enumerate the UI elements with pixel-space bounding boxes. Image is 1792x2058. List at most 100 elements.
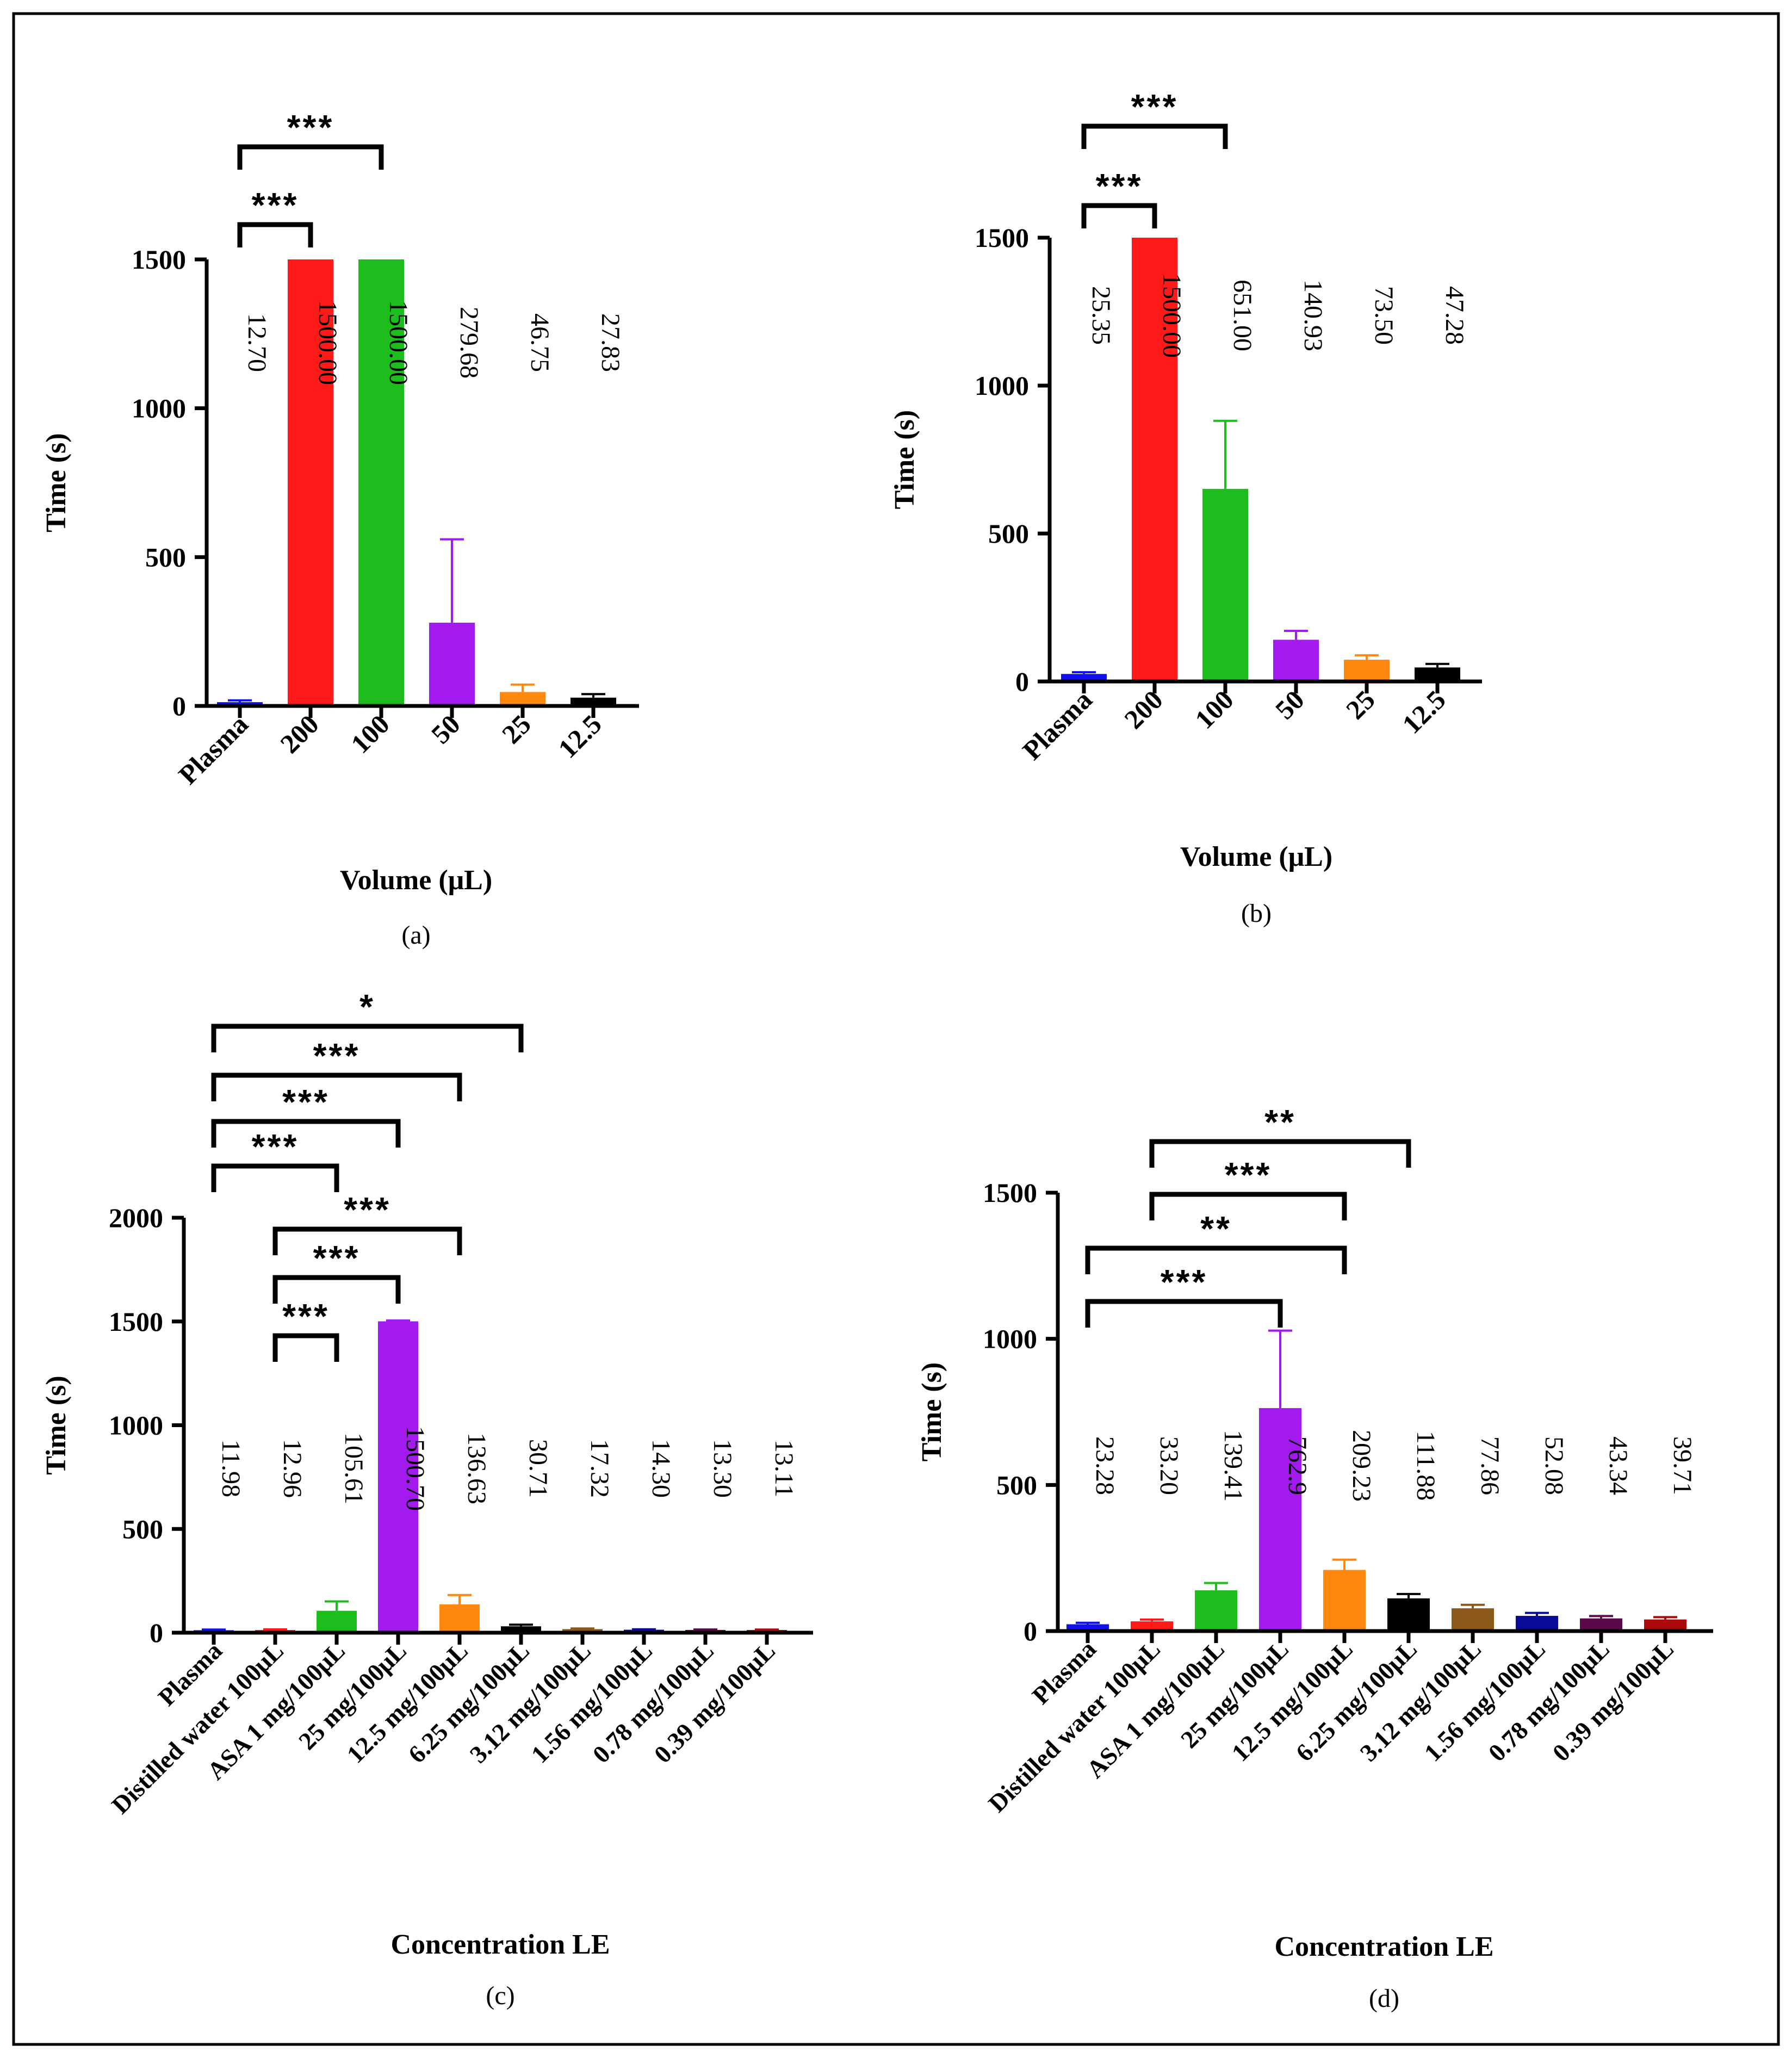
bar — [358, 259, 404, 706]
y-tick-label: 500 — [122, 1514, 163, 1544]
significance-label: *** — [282, 1297, 330, 1336]
data-label: 1500.00 — [313, 300, 342, 385]
data-label: 279.68 — [455, 307, 483, 379]
y-tick-label: 0 — [1015, 666, 1029, 697]
significance-bracket — [237, 222, 313, 247]
bar — [378, 1321, 418, 1633]
bar — [317, 1610, 357, 1633]
bar — [500, 692, 545, 706]
x-tick-label: 200 — [274, 709, 325, 759]
data-label: 47.28 — [1440, 286, 1469, 345]
x-tick-label: 25 — [1340, 684, 1381, 725]
significance-bracket — [272, 1333, 339, 1362]
data-label: 12.96 — [278, 1439, 307, 1498]
data-label: 33.20 — [1155, 1436, 1183, 1495]
data-label: 105.61 — [339, 1433, 368, 1504]
data-label: 17.32 — [585, 1439, 614, 1498]
bar — [1195, 1590, 1237, 1631]
y-tick-label: 1000 — [132, 393, 186, 424]
data-label: 140.93 — [1299, 280, 1328, 351]
bar — [1516, 1616, 1558, 1631]
bar — [1132, 238, 1177, 681]
bar — [1273, 640, 1319, 681]
significance-bracket — [211, 1163, 339, 1192]
x-axis-title: Volume (μL) — [1180, 841, 1332, 872]
y-axis-title: Time (s) — [916, 1362, 947, 1461]
y-tick-label: 500 — [988, 518, 1029, 549]
data-label: 111.88 — [1411, 1431, 1440, 1501]
significance-label: *** — [252, 1127, 299, 1166]
y-tick-label: 1000 — [983, 1324, 1037, 1354]
data-label: 43.34 — [1604, 1436, 1633, 1495]
x-tick-label: 100 — [345, 709, 395, 759]
significance-bracket — [237, 144, 384, 170]
significance-label: *** — [1096, 166, 1143, 206]
significance-label: *** — [1131, 87, 1179, 126]
significance-bracket — [1149, 1192, 1347, 1220]
significance-bracket — [1085, 1245, 1347, 1274]
y-tick-label: 500 — [996, 1470, 1037, 1500]
data-label: 13.11 — [770, 1440, 798, 1497]
y-tick-label: 1000 — [109, 1410, 163, 1441]
significance-label: ** — [1200, 1209, 1232, 1248]
bar — [571, 697, 616, 706]
significance-bracket — [1085, 1299, 1283, 1328]
x-tick-label: 12.5 — [1396, 684, 1451, 739]
panel-label: (b) — [1241, 899, 1272, 928]
significance-label: *** — [287, 108, 334, 147]
x-tick-label: 12.5 — [552, 709, 607, 764]
data-label: 46.75 — [525, 313, 554, 372]
x-tick-label: 25 — [496, 709, 537, 749]
bar — [501, 1626, 541, 1633]
data-label: 39.71 — [1668, 1436, 1697, 1495]
x-tick-label: 200 — [1118, 684, 1169, 735]
data-label: 651.00 — [1228, 280, 1257, 351]
bar — [1644, 1619, 1686, 1631]
panel-label: (d) — [1369, 1984, 1399, 2013]
y-tick-label: 1500 — [132, 244, 186, 275]
data-label: 23.28 — [1090, 1436, 1119, 1495]
bar — [1452, 1608, 1494, 1631]
x-axis-title: Concentration LE — [391, 1929, 610, 1960]
significance-bracket — [272, 1275, 401, 1304]
data-label: 52.08 — [1540, 1436, 1568, 1495]
data-label: 25.35 — [1087, 286, 1115, 345]
significance-bracket — [1081, 203, 1157, 228]
significance-bracket — [211, 1073, 462, 1101]
panel-label: (c) — [486, 1981, 514, 2010]
x-axis-title: Volume (μL) — [340, 865, 492, 896]
bar — [288, 259, 333, 706]
x-tick-label: 50 — [425, 709, 466, 749]
bar — [1323, 1570, 1366, 1631]
y-tick-label: 500 — [145, 542, 186, 572]
y-tick-label: 0 — [172, 691, 186, 721]
figure-border — [12, 12, 1780, 2046]
significance-label: *** — [282, 1082, 330, 1121]
bar — [1259, 1408, 1301, 1631]
bar — [1202, 488, 1248, 681]
y-tick-label: 0 — [1024, 1616, 1037, 1646]
significance-label: *** — [313, 1238, 361, 1278]
data-label: 12.70 — [243, 313, 271, 372]
significance-bracket — [1081, 123, 1228, 149]
data-label: 209.23 — [1347, 1430, 1376, 1502]
data-label: 139.41 — [1219, 1430, 1248, 1502]
data-label: 762.9 — [1283, 1436, 1312, 1495]
data-label: 13.30 — [708, 1439, 737, 1498]
x-axis-title: Concentration LE — [1275, 1931, 1494, 1962]
significance-bracket — [1149, 1139, 1411, 1168]
data-label: 1500.70 — [401, 1426, 430, 1511]
y-tick-label: 1500 — [975, 222, 1029, 253]
y-tick-label: 0 — [150, 1617, 163, 1648]
significance-label: * — [359, 987, 375, 1026]
bar — [1580, 1618, 1622, 1631]
x-tick-label: 100 — [1189, 684, 1239, 735]
significance-label: ** — [1264, 1102, 1296, 1142]
data-label: 27.83 — [596, 313, 625, 372]
bar — [1415, 667, 1460, 681]
